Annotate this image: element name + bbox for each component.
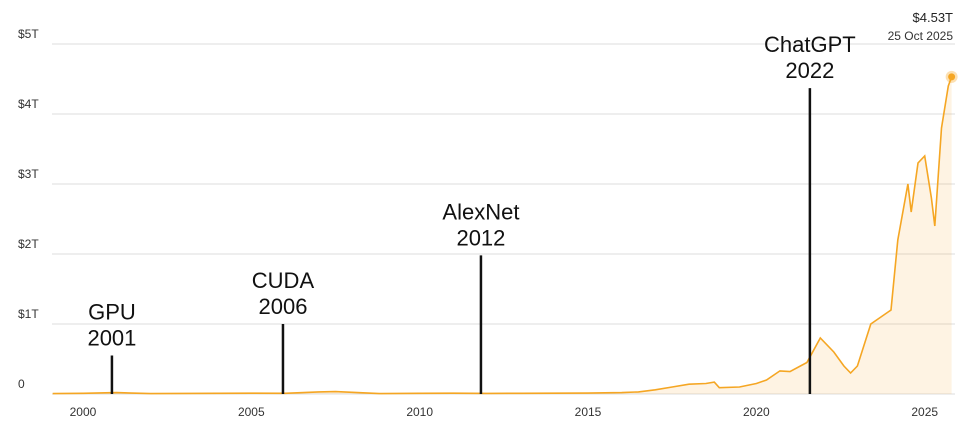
annotation-label: 2022 [785,58,834,83]
end-point [948,73,956,81]
x-tick-label: 2020 [743,405,770,419]
x-tick-label: 2025 [911,405,938,419]
annotation-label: GPU [88,300,136,325]
line [52,76,953,395]
annotation-label: AlexNet [442,199,519,224]
y-tick-label: $1T [18,307,39,321]
y-tick-label: 0 [18,377,25,391]
y-tick-label: $5T [18,27,39,41]
annotation-label: 2001 [87,326,136,351]
annotation-label: CUDA [252,268,315,293]
end-value-label: $4.53T [913,10,954,25]
annotation-label: ChatGPT [764,32,856,57]
y-tick-label: $2T [18,237,39,251]
y-tick-label: $4T [18,97,39,111]
x-tick-label: 2005 [238,405,265,419]
y-tick-label: $3T [18,167,39,181]
x-tick-label: 2015 [575,405,602,419]
area [52,76,952,395]
x-tick-label: 2000 [70,405,97,419]
annotation-label: 2012 [456,225,505,250]
annotation-label: 2006 [258,294,307,319]
end-date-label: 25 Oct 2025 [888,29,954,43]
x-tick-label: 2010 [406,405,433,419]
